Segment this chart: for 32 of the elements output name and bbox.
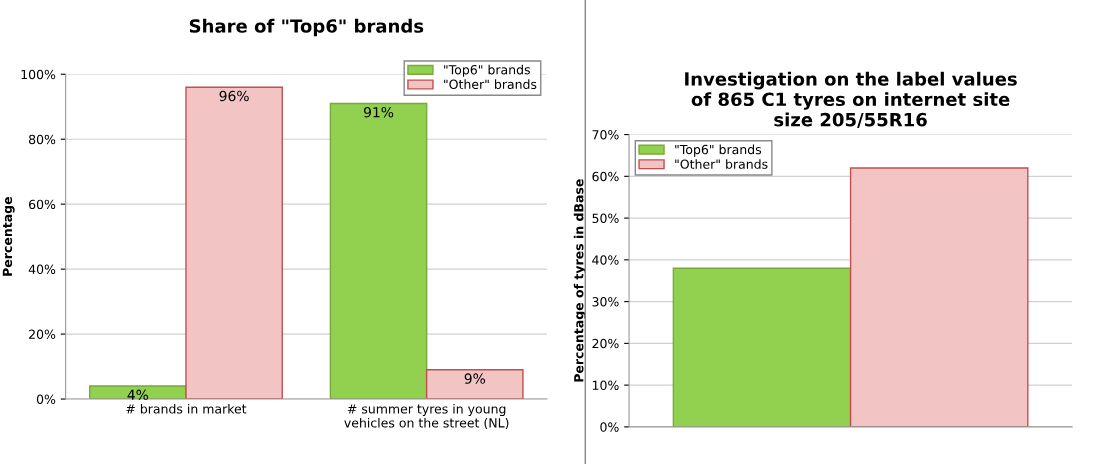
y-tick-label: 20% [592,338,619,349]
bar [329,102,428,400]
x-tick-label: # brands in market [126,403,247,414]
y-axis-title: Percentage of tyres in dBase [573,179,586,382]
y-tick-label: 0% [36,394,56,404]
y-axis-title: Percentage [2,197,15,276]
legend-label: "Other" brands [675,159,768,169]
y-tick-label: 70% [592,130,619,140]
data-label: 4% [127,389,149,401]
data-label: 9% [464,373,486,384]
y-tick-label: 50% [592,213,619,224]
y-tick-label: 60% [592,171,619,182]
data-label: 96% [219,90,249,102]
y-tick-label: 80% [28,134,56,145]
y-tick-label: 0% [600,422,619,432]
chart-title: Share of "Top6" brands [189,18,424,37]
bar [89,385,187,400]
y-tick-label: 60% [29,199,56,210]
data-label: 91% [363,106,394,118]
y-tick-label: 40% [28,264,56,275]
legend-label: "Other" brands [444,79,537,90]
x-tick-label: # summer tyres in young vehicles on the street (NL) [344,403,509,430]
bar [185,86,283,400]
legend-label: "Top6" brands [675,144,762,157]
legend-label: "Top6" brands [444,64,530,77]
y-tick-label: 10% [592,380,619,391]
y-tick-label: 40% [592,255,619,265]
y-tick-label: 20% [29,329,56,340]
bar [425,369,524,400]
chart-title: Investigation on the label values of 865 C1 tyres on internet site size 205/55R16 [685,71,1017,128]
y-tick-label: 30% [592,297,619,307]
y-tick-label: 100% [21,69,56,80]
